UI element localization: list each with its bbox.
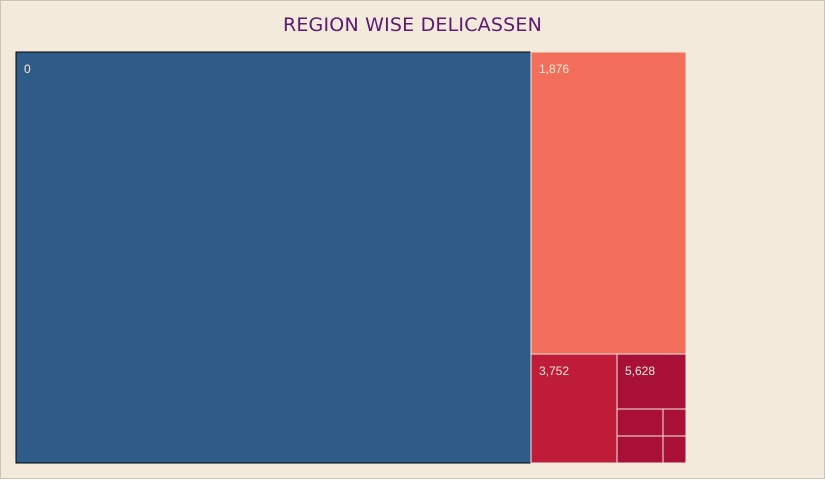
treemap-tile-rect[interactable] bbox=[662, 435, 687, 464]
treemap-tile[interactable]: 3,752 bbox=[530, 353, 618, 464]
treemap-tile-label: 1,876 bbox=[539, 62, 569, 76]
treemap-tile-rect[interactable] bbox=[616, 408, 664, 437]
treemap-tile[interactable]: 1,876 bbox=[530, 51, 687, 355]
treemap-tile[interactable] bbox=[662, 435, 687, 464]
chart-title: REGION WISE DELICASSEN bbox=[282, 14, 543, 36]
treemap-tile-rect[interactable] bbox=[616, 353, 687, 410]
treemap-tile-rect[interactable] bbox=[662, 408, 687, 437]
treemap-tile[interactable]: 0 bbox=[15, 51, 532, 464]
treemap-tile-label: 5,628 bbox=[625, 364, 655, 378]
treemap-tile[interactable] bbox=[616, 408, 664, 437]
treemap-tile-rect[interactable] bbox=[530, 51, 687, 355]
treemap-tile[interactable]: 5,628 bbox=[616, 353, 687, 410]
treemap-tile[interactable] bbox=[662, 408, 687, 437]
treemap-tile-label: 0 bbox=[24, 62, 31, 76]
treemap-tile-label: 3,752 bbox=[539, 364, 569, 378]
treemap-tile[interactable] bbox=[616, 435, 664, 464]
treemap-tile-rect[interactable] bbox=[616, 435, 664, 464]
treemap-tile-rect[interactable] bbox=[15, 51, 532, 464]
treemap-tile-rect[interactable] bbox=[530, 353, 618, 464]
